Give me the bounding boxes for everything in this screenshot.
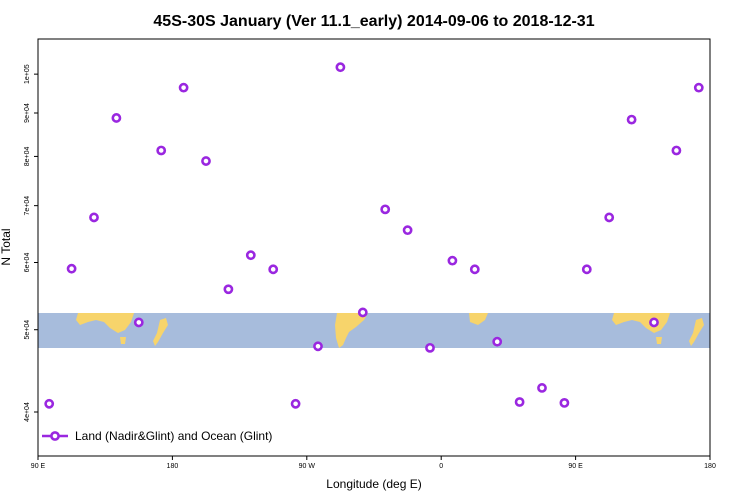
data-point	[693, 82, 704, 93]
data-point	[402, 225, 413, 236]
land-southern-africa	[469, 313, 488, 325]
data-point	[626, 114, 637, 125]
data-points	[44, 62, 704, 409]
data-point	[492, 336, 503, 347]
data-point	[380, 204, 391, 215]
y-tick-label: 4e+04	[24, 402, 31, 422]
data-point	[201, 156, 211, 166]
land-australia-left	[76, 313, 134, 333]
data-point	[357, 307, 368, 318]
data-point	[156, 145, 167, 156]
x-tick-label: 180	[167, 463, 179, 470]
x-tick-label: 180	[704, 463, 716, 470]
data-point	[469, 264, 480, 275]
data-point	[671, 145, 682, 156]
data-point	[223, 284, 234, 295]
data-point	[514, 397, 525, 407]
data-point	[133, 317, 144, 328]
land-tasmania-left	[120, 337, 126, 344]
x-tick-label: 90 E	[31, 463, 46, 470]
data-point	[313, 341, 323, 352]
data-point	[66, 263, 77, 274]
x-tick-label: 0	[439, 463, 443, 470]
plot-frame	[37, 38, 711, 457]
ocean-band	[38, 313, 710, 348]
data-point	[649, 317, 659, 328]
x-axis-label: Longitude (deg E)	[326, 477, 421, 491]
data-point	[44, 398, 55, 409]
y-tick-label: 1e+05	[24, 64, 31, 84]
data-point	[604, 212, 615, 223]
data-point	[268, 264, 279, 275]
x-tick-label: 90 W	[299, 463, 316, 470]
data-point	[581, 264, 592, 275]
data-point	[447, 255, 458, 266]
y-tick-label: 7e+04	[24, 196, 31, 216]
land-new-zealand-right	[689, 318, 704, 346]
land-tasmania-right	[656, 337, 662, 344]
data-point	[111, 113, 122, 123]
data-point	[559, 397, 570, 408]
legend-marker	[50, 431, 60, 441]
y-axis: 4e+04 5e+04 6e+04 7e+04 8e+04 9e+04 1e+05	[24, 64, 38, 422]
data-point	[290, 398, 301, 409]
y-tick-label: 5e+04	[24, 320, 31, 340]
data-point	[425, 342, 435, 353]
land-south-america	[335, 313, 368, 348]
legend: Land (Nadir&Glint) and Ocean (Glint)	[42, 429, 272, 443]
chart-title: 45S-30S January (Ver 11.1_early) 2014-09…	[153, 13, 594, 30]
data-point	[537, 383, 547, 393]
land-new-zealand-left	[153, 318, 168, 346]
x-axis: 90 E 180 90 W 0 90 E 180	[31, 456, 716, 470]
data-point	[335, 62, 346, 73]
y-tick-label: 8e+04	[24, 146, 31, 166]
y-tick-label: 9e+04	[24, 103, 31, 123]
data-point	[178, 82, 189, 93]
data-point	[89, 212, 99, 223]
data-point	[245, 250, 256, 261]
legend-label: Land (Nadir&Glint) and Ocean (Glint)	[75, 429, 272, 443]
y-tick-label: 6e+04	[24, 253, 31, 273]
y-axis-label: N Total	[0, 228, 13, 265]
x-tick-label: 90 E	[568, 463, 583, 470]
